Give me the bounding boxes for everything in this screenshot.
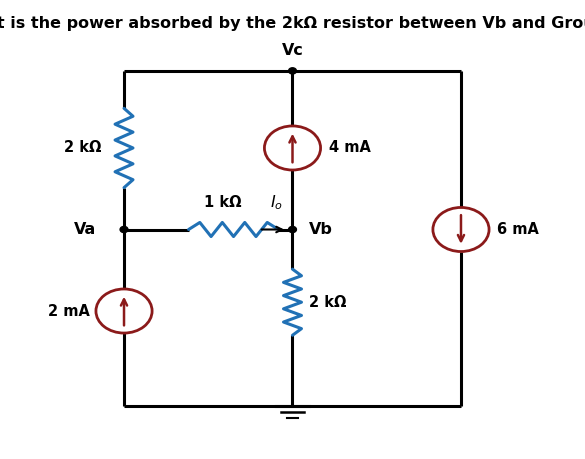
Circle shape bbox=[288, 68, 297, 74]
Text: 2 kΩ: 2 kΩ bbox=[309, 295, 347, 310]
Text: 2 mA: 2 mA bbox=[49, 303, 90, 319]
Text: Vc: Vc bbox=[281, 43, 304, 58]
Text: $I_o$: $I_o$ bbox=[270, 193, 283, 212]
Text: Vb: Vb bbox=[309, 222, 333, 237]
Text: 2 kΩ: 2 kΩ bbox=[64, 140, 102, 156]
Text: 6 mA: 6 mA bbox=[497, 222, 539, 237]
Text: Va: Va bbox=[74, 222, 96, 237]
Text: 1 kΩ: 1 kΩ bbox=[204, 195, 241, 210]
Text: 4 mA: 4 mA bbox=[329, 140, 371, 156]
Text: What is the power absorbed by the 2kΩ resistor between Vb and Ground?: What is the power absorbed by the 2kΩ re… bbox=[0, 16, 585, 31]
Circle shape bbox=[288, 226, 297, 233]
Circle shape bbox=[120, 226, 128, 233]
